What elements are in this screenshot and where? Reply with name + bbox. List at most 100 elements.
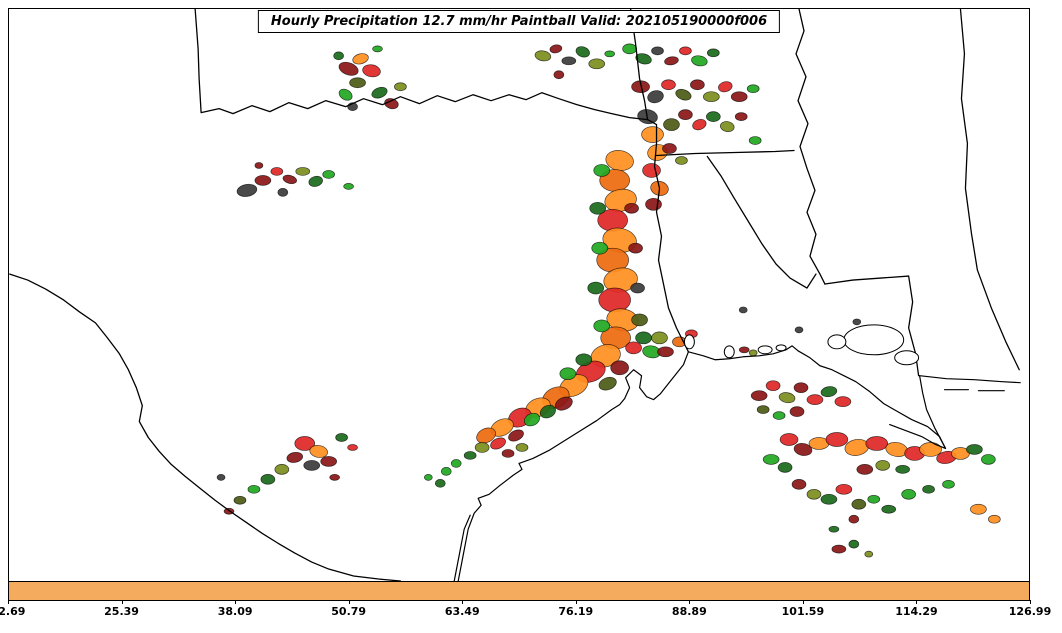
coastline <box>453 345 1021 581</box>
precip-blob <box>254 162 264 169</box>
precip-blob <box>852 318 862 326</box>
precip-blob <box>865 436 889 451</box>
precip-blob <box>490 437 506 450</box>
precip-blob <box>875 460 891 471</box>
precip-blob <box>692 118 707 131</box>
precip-blob <box>347 444 358 451</box>
colorbar-tick-mark <box>121 600 123 604</box>
precip-blob <box>793 382 809 394</box>
precip-blob <box>277 188 289 197</box>
precip-blob <box>864 550 874 558</box>
precip-blob <box>591 241 609 255</box>
precip-blob <box>233 495 247 505</box>
precip-blob <box>561 56 577 66</box>
precip-blob <box>719 121 735 132</box>
precip-blob <box>260 474 276 485</box>
page-title: Hourly Precipitation 12.7 mm/hr Paintbal… <box>270 14 768 29</box>
precip-blob <box>338 61 359 76</box>
barrier-islands <box>943 389 1005 392</box>
precip-blob <box>835 483 853 495</box>
precip-blob <box>329 474 340 481</box>
state-borders <box>9 9 1020 581</box>
precip-blob <box>820 386 838 398</box>
precip-blob <box>703 91 720 103</box>
precip-blob <box>966 444 983 455</box>
precip-blob <box>825 432 849 447</box>
precip-blob <box>642 163 661 178</box>
precip-blob <box>942 480 955 489</box>
precip-blob <box>635 53 652 65</box>
lake-pontchartrain <box>843 324 905 356</box>
precip-blob <box>746 84 760 94</box>
precip-blob <box>474 442 490 453</box>
precip-blobs <box>216 43 1001 558</box>
precip-blob <box>738 306 748 314</box>
colorbar-tick-mark <box>235 600 237 604</box>
precip-blob <box>508 429 524 442</box>
precip-blob <box>362 64 381 78</box>
precip-blob <box>371 86 388 99</box>
precip-blob <box>661 79 676 91</box>
colorbar-tick-mark <box>916 600 918 604</box>
precip-blob <box>664 56 679 66</box>
precip-blob <box>338 88 353 101</box>
precip-blob <box>895 465 910 474</box>
precip-blob <box>762 454 780 465</box>
precip-blob <box>848 539 860 549</box>
precip-blob <box>335 433 348 442</box>
lake-borgne <box>894 350 920 366</box>
precip-blob <box>593 319 611 333</box>
precip-blob <box>604 50 616 58</box>
colorbar-tick-mark <box>348 600 350 604</box>
precip-blob <box>622 43 637 55</box>
precip-blob <box>553 70 565 80</box>
colorbar-tick-mark <box>462 600 464 604</box>
precip-blob <box>308 175 323 187</box>
precip-blob <box>394 82 407 92</box>
precip-blob <box>450 459 462 468</box>
tx-la-sabine-border <box>646 118 690 353</box>
precip-blob <box>738 346 750 354</box>
precip-blob <box>706 48 720 58</box>
colorbar-tick-mark <box>575 600 577 604</box>
precip-blob <box>705 111 721 122</box>
precip-blob <box>691 55 708 67</box>
precip-blob <box>625 341 642 355</box>
precip-blob <box>286 451 304 463</box>
precip-blob <box>881 504 897 514</box>
white-lake <box>775 344 787 352</box>
precip-blob <box>254 175 272 186</box>
precip-blob <box>282 174 297 185</box>
precip-blob <box>610 360 629 376</box>
precip-blob <box>970 503 987 515</box>
precip-blob <box>515 443 529 452</box>
precip-blob <box>534 50 552 62</box>
precip-blob <box>675 88 692 101</box>
colorbar-tick-label: 126.99 <box>1008 605 1052 618</box>
precip-blob <box>624 202 639 214</box>
precip-blob <box>806 394 824 405</box>
map-canvas <box>9 9 1021 581</box>
precip-blob <box>641 126 664 143</box>
precip-blob <box>372 45 383 53</box>
precip-blob <box>440 467 452 476</box>
precip-blob <box>789 406 805 417</box>
precip-blob <box>587 281 605 295</box>
precip-blob <box>791 479 807 490</box>
colorbar-ticks <box>8 600 1031 605</box>
precip-blob <box>748 136 762 145</box>
grand-lake <box>757 345 773 355</box>
precip-blob <box>657 346 674 358</box>
precip-blob <box>690 79 705 91</box>
precip-blob <box>750 390 768 401</box>
colorbar-tick-label: 50.79 <box>331 605 367 618</box>
precip-blob <box>247 484 261 494</box>
colorbar-labels: 12.69 25.39 38.09 50.79 63.49 76.19 88.89 101.5… <box>0 605 1051 621</box>
precip-blob <box>756 405 770 414</box>
precip-blob <box>631 313 648 327</box>
la-red-river <box>706 155 817 289</box>
precip-blob <box>834 396 852 407</box>
colorbar-tick-mark <box>802 600 804 604</box>
precip-blob <box>793 443 813 456</box>
